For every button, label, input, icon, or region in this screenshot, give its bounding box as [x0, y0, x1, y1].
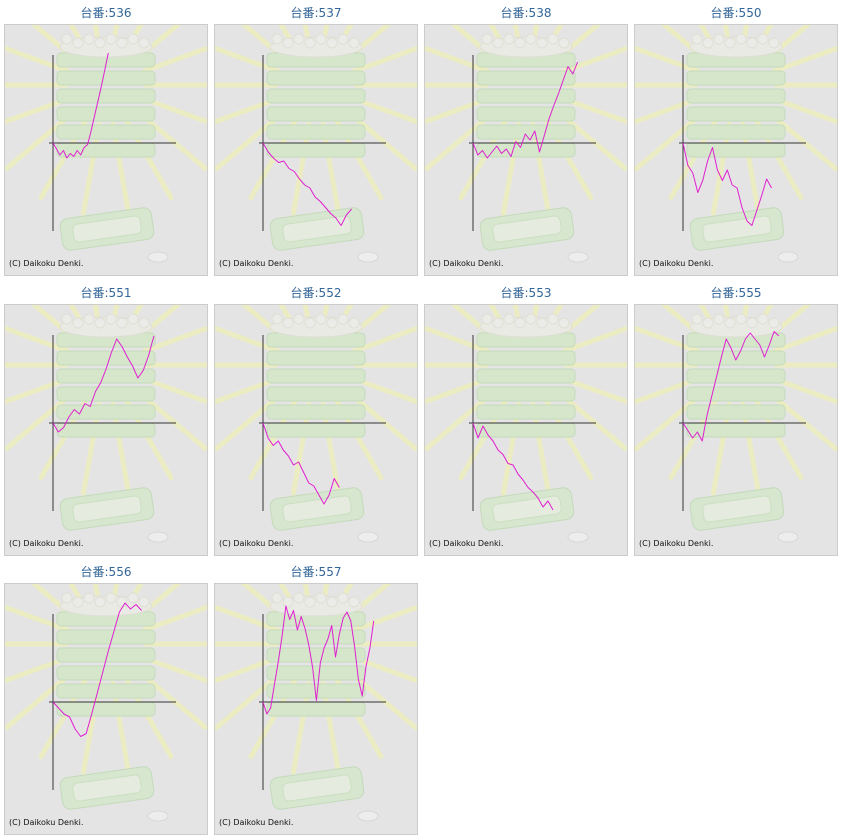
copyright-text: (C) Daikoku Denki.	[219, 259, 294, 268]
chart-panel: (C) Daikoku Denki.	[4, 583, 208, 835]
series-line	[472, 422, 554, 511]
series-line	[52, 602, 142, 737]
chart-panel: (C) Daikoku Denki.	[4, 304, 208, 556]
line-chart	[5, 305, 207, 543]
background-illustration	[215, 305, 417, 543]
copyright-text: (C) Daikoku Denki.	[9, 818, 84, 827]
copyright-text: (C) Daikoku Denki.	[219, 818, 294, 827]
copyright-text: (C) Daikoku Denki.	[639, 259, 714, 268]
line-chart	[635, 25, 837, 263]
copyright-text: (C) Daikoku Denki.	[639, 539, 714, 548]
line-chart	[215, 584, 417, 822]
machine-chart-7: 台番:555 (C) Daikoku Denki.	[634, 282, 838, 556]
chart-panel: (C) Daikoku Denki.	[634, 24, 838, 276]
machine-chart-9: 台番:557 (C) Daikoku Denki.	[214, 561, 418, 835]
machine-chart-2: 台番:538 (C) Daikoku Denki.	[424, 2, 628, 276]
chart-title: 台番:551	[80, 286, 132, 300]
background-illustration	[635, 305, 837, 543]
chart-title: 台番:557	[290, 565, 342, 579]
series-line	[262, 142, 352, 226]
chart-panel: (C) Daikoku Denki.	[214, 583, 418, 835]
background-illustration	[5, 584, 207, 822]
chart-panel: (C) Daikoku Denki.	[214, 24, 418, 276]
line-chart	[635, 305, 837, 543]
chart-title: 台番:550	[710, 6, 762, 20]
chart-title: 台番:537	[290, 6, 342, 20]
series-line	[472, 61, 579, 159]
series-line	[262, 422, 340, 505]
chart-panel: (C) Daikoku Denki.	[424, 304, 628, 556]
line-chart	[215, 25, 417, 263]
chart-title: 台番:553	[500, 286, 552, 300]
background-illustration	[425, 305, 627, 543]
background-illustration	[215, 25, 417, 263]
chart-panel: (C) Daikoku Denki.	[634, 304, 838, 556]
chart-panel: (C) Daikoku Denki.	[214, 304, 418, 556]
chart-title: 台番:555	[710, 286, 762, 300]
background-illustration	[635, 25, 837, 263]
line-chart	[5, 25, 207, 263]
chart-panel: (C) Daikoku Denki.	[424, 24, 628, 276]
chart-title: 台番:538	[500, 6, 552, 20]
series-line	[682, 331, 780, 442]
machine-chart-6: 台番:553 (C) Daikoku Denki.	[424, 282, 628, 556]
machine-chart-3: 台番:550 (C) Daikoku Denki.	[634, 2, 838, 276]
background-illustration	[215, 584, 417, 822]
machine-chart-4: 台番:551 (C) Daikoku Denki.	[4, 282, 208, 556]
machine-chart-0: 台番:536 (C) Daikoku Denki.	[4, 2, 208, 276]
background-illustration	[425, 25, 627, 263]
chart-title: 台番:556	[80, 565, 132, 579]
chart-title: 台番:536	[80, 6, 132, 20]
background-illustration	[5, 305, 207, 543]
copyright-text: (C) Daikoku Denki.	[9, 539, 84, 548]
copyright-text: (C) Daikoku Denki.	[219, 539, 294, 548]
copyright-text: (C) Daikoku Denki.	[429, 259, 504, 268]
machine-chart-8: 台番:556 (C) Daikoku Denki.	[4, 561, 208, 835]
line-chart	[425, 305, 627, 543]
chart-panel: (C) Daikoku Denki.	[4, 24, 208, 276]
copyright-text: (C) Daikoku Denki.	[9, 259, 84, 268]
chart-title: 台番:552	[290, 286, 342, 300]
series-line	[52, 335, 155, 433]
series-line	[52, 52, 109, 159]
line-chart	[215, 305, 417, 543]
series-line	[682, 142, 773, 226]
line-chart	[5, 584, 207, 822]
series-line	[262, 605, 375, 715]
machine-chart-1: 台番:537 (C) Daikoku Denki.	[214, 2, 418, 276]
copyright-text: (C) Daikoku Denki.	[429, 539, 504, 548]
line-chart	[425, 25, 627, 263]
machine-chart-5: 台番:552 (C) Daikoku Denki.	[214, 282, 418, 556]
